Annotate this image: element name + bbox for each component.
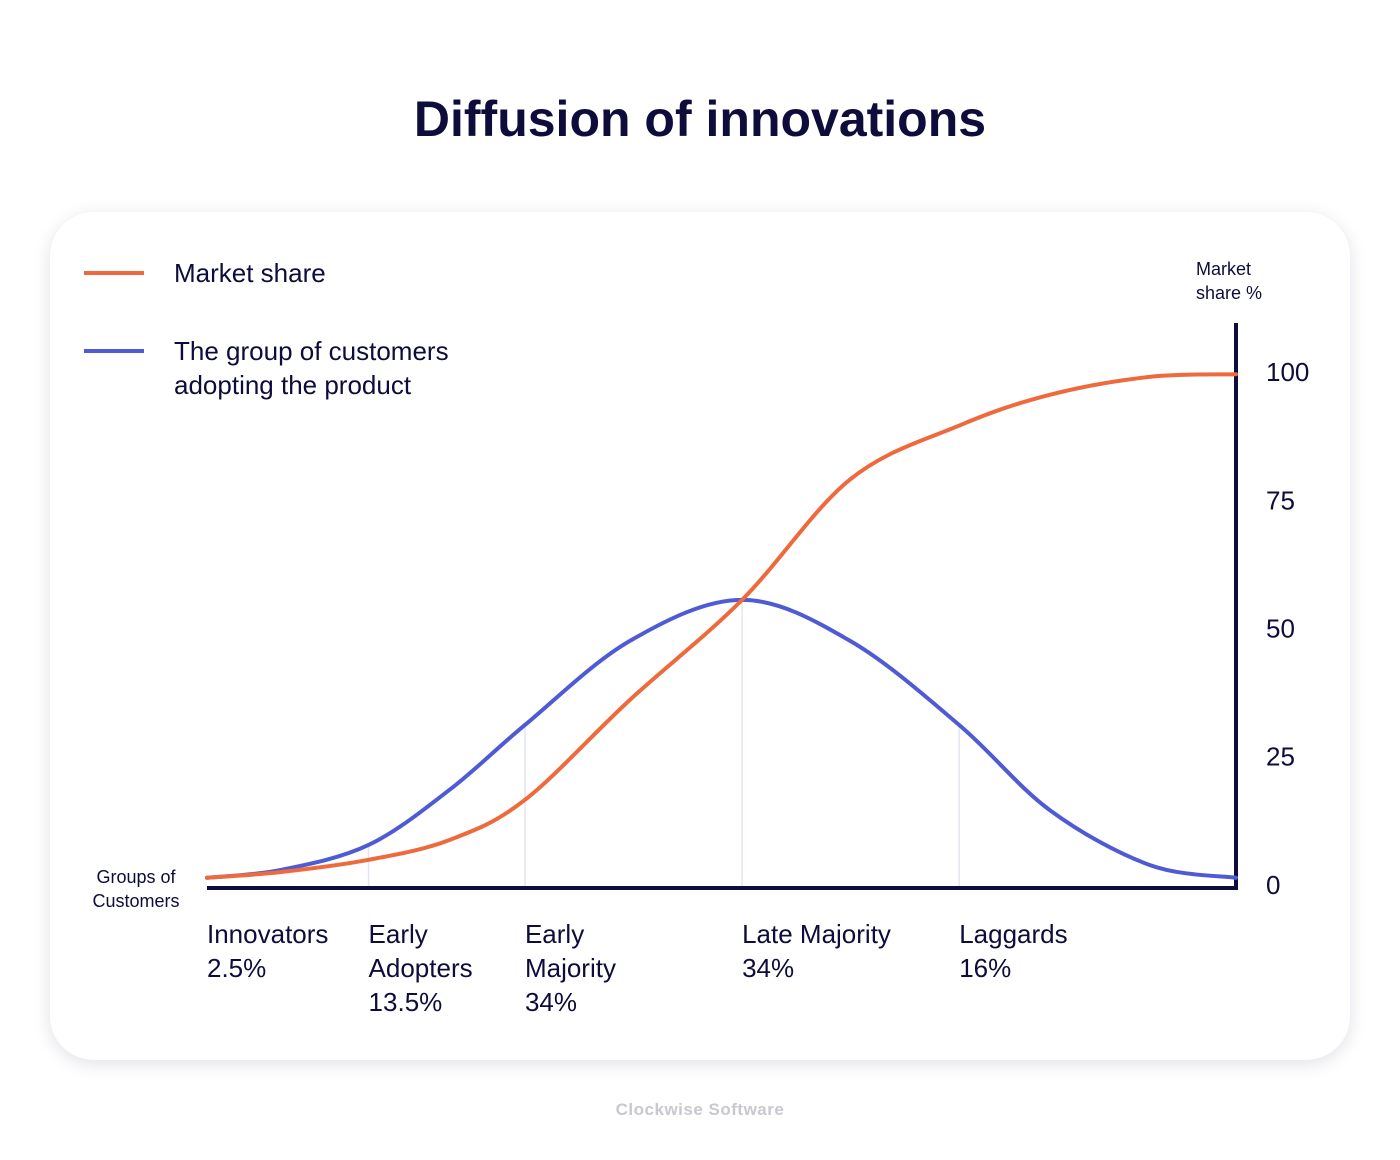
series-line — [205, 597, 1238, 880]
y-axis-label: Market share % — [1196, 259, 1263, 303]
legend-label: Market share — [174, 258, 326, 288]
group-name: Laggards — [959, 919, 1068, 949]
y-tick-label: 0 — [1266, 870, 1280, 900]
group-name: Early Majority — [524, 919, 616, 983]
y-tick-label: 100 — [1266, 357, 1309, 387]
watermark: Clockwise Software — [615, 1100, 785, 1119]
group-share: 2.5% — [207, 953, 267, 983]
series-line — [205, 372, 1238, 880]
chart-card — [50, 212, 1350, 1060]
x-axis-label: Groups of Customers — [92, 867, 180, 911]
group-share: 34% — [524, 987, 577, 1017]
group-label: Early Adopters 13.5% — [369, 917, 519, 1019]
group-share: 16% — [959, 953, 1012, 983]
group-label: Early Majority 34% — [525, 917, 675, 1019]
y-tick-label: 50 — [1266, 614, 1295, 644]
group-share: 13.5% — [368, 987, 443, 1017]
group-share: 34% — [742, 953, 795, 983]
group-name: Early Adopters — [368, 919, 473, 983]
y-tick-label: 75 — [1266, 485, 1295, 515]
y-tick-label: 25 — [1266, 742, 1295, 772]
group-label: Innovators 2.5% — [207, 917, 357, 985]
group-label: Laggards 16% — [959, 917, 1109, 985]
group-label: Late Majority 34% — [742, 917, 892, 985]
group-name: Innovators — [207, 919, 329, 949]
group-name: Late Majority — [742, 919, 891, 949]
chart-title: Diffusion of innovations — [413, 91, 987, 147]
legend-label: The group of customers adopting the prod… — [174, 336, 449, 400]
